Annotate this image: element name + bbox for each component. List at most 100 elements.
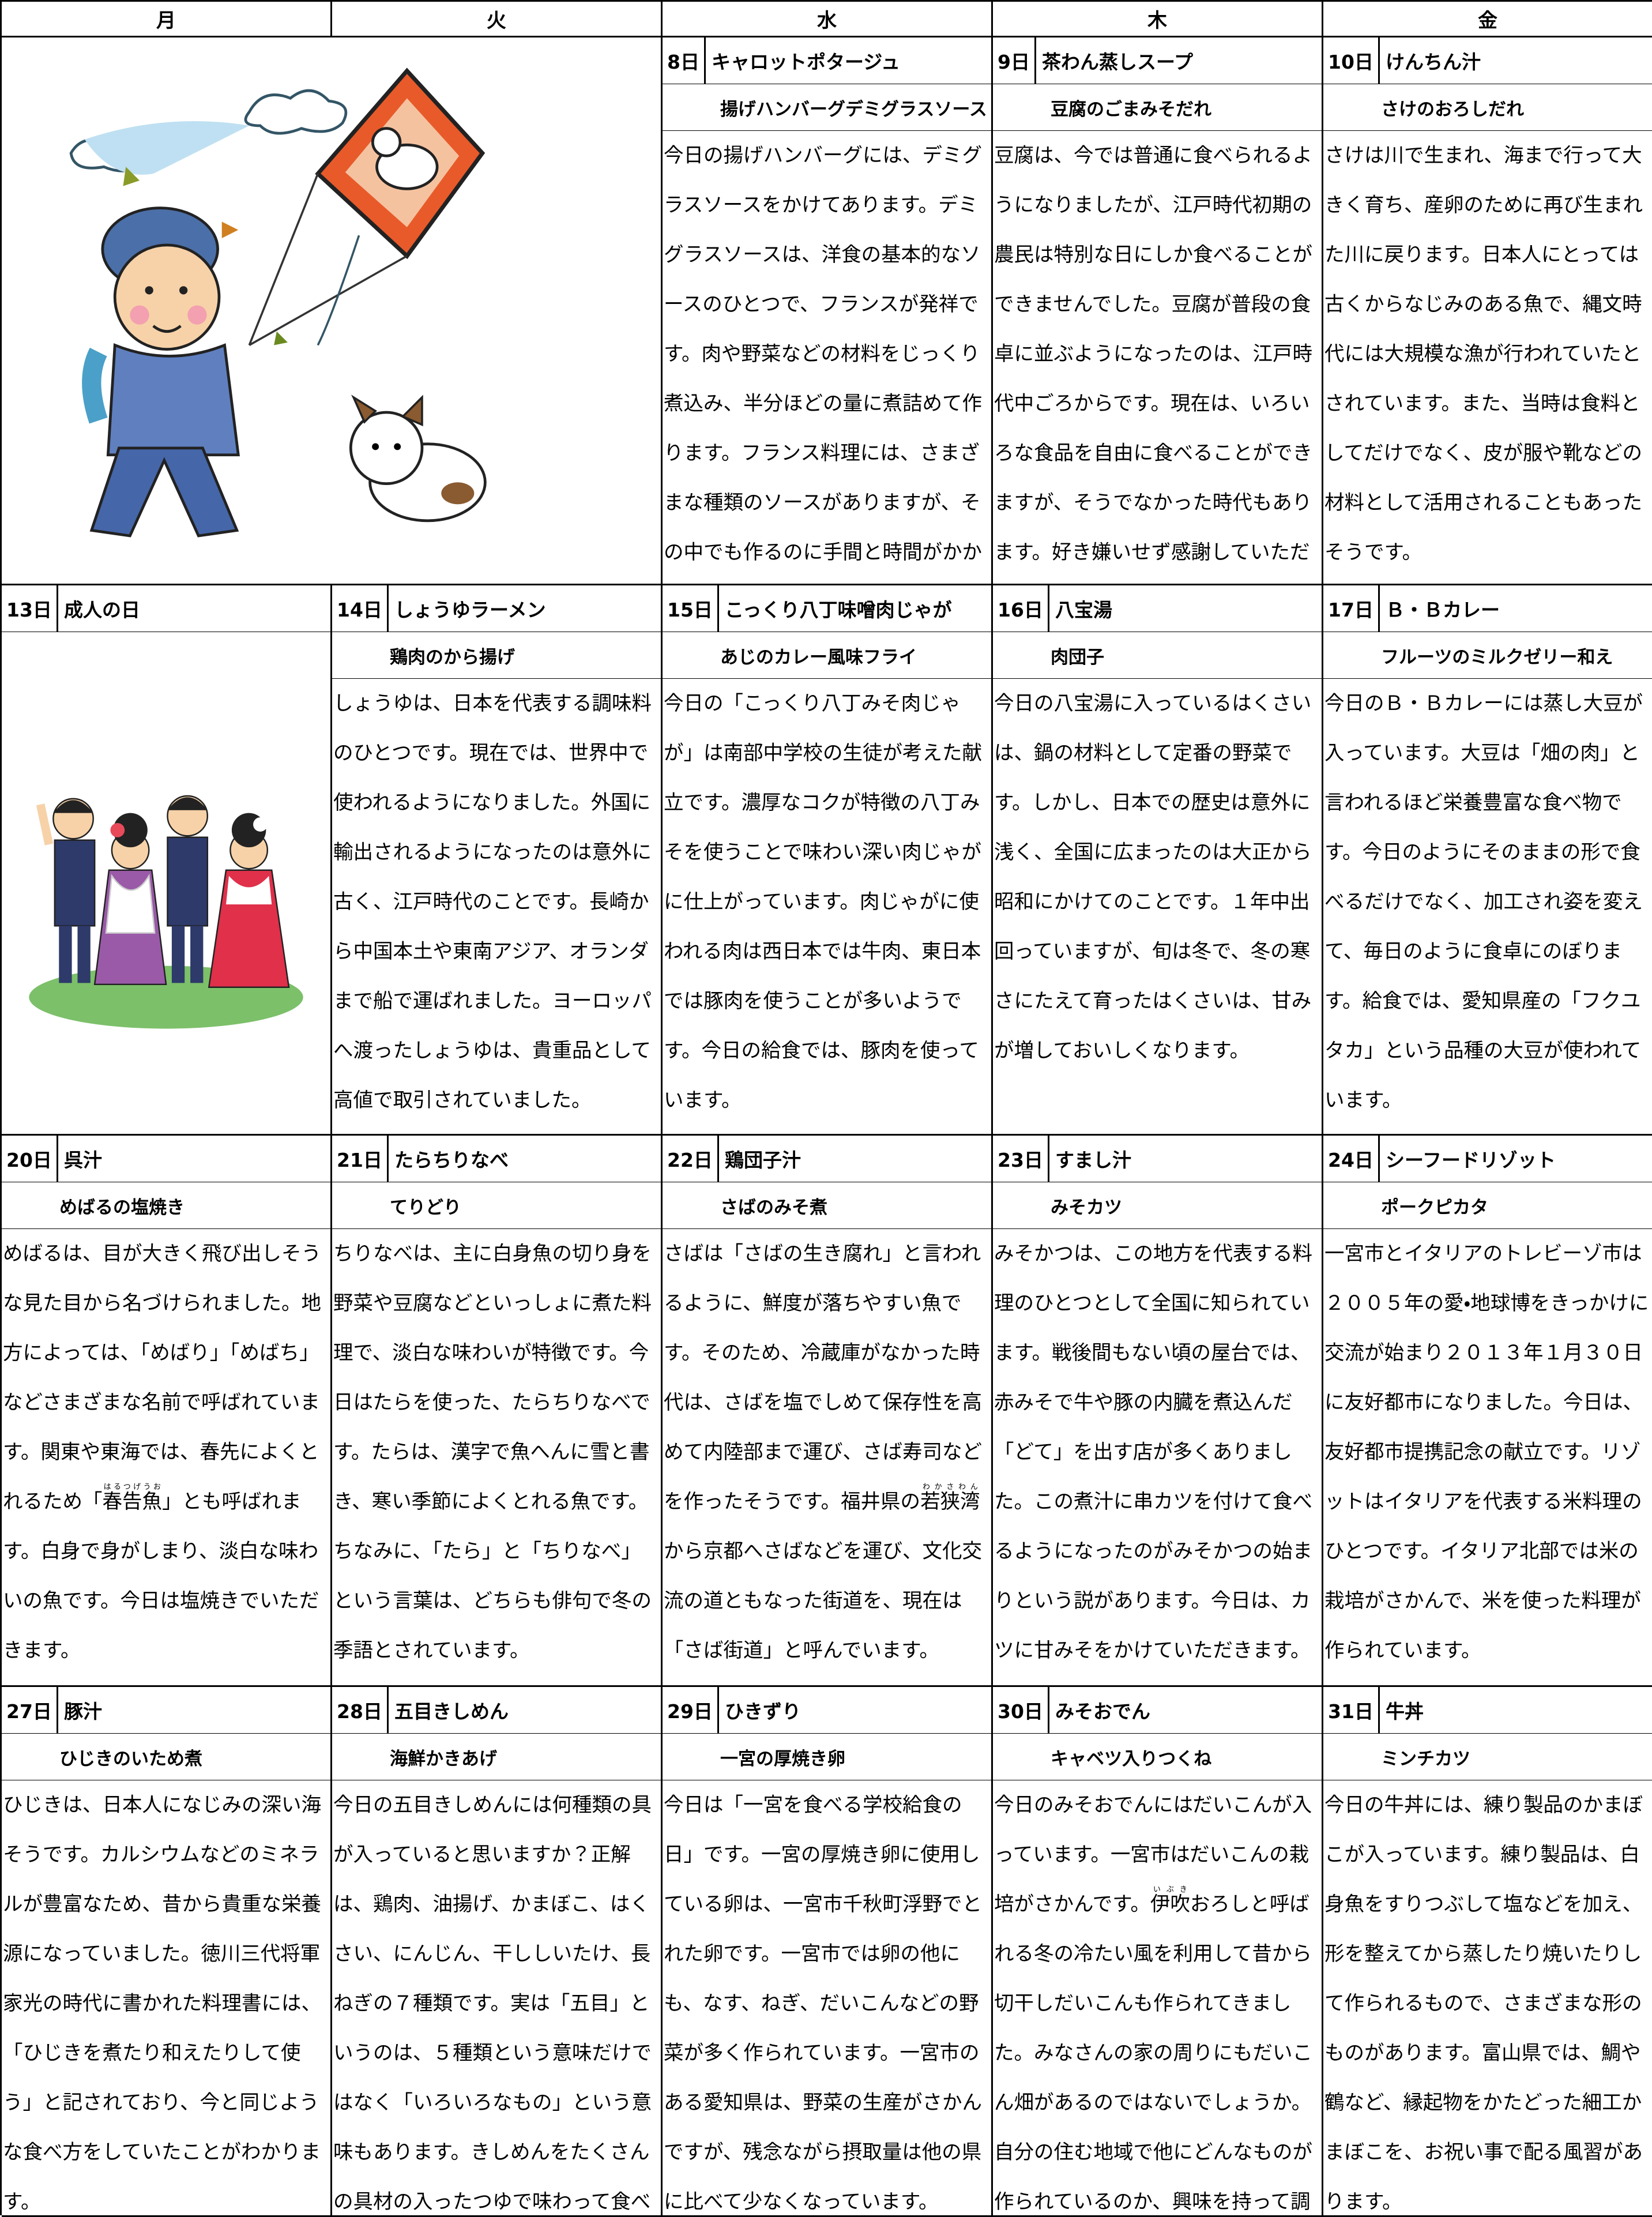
side-dish: フルーツのミルクゼリー和え xyxy=(1323,632,1652,679)
main-dish: 豚汁 xyxy=(63,1700,102,1723)
side-dish: 揚げハンバーグデミグラスソース xyxy=(663,84,991,131)
text: しょうゆは、日本を代表する調味料のひとつです。現在では、世界中で使われるようにな… xyxy=(333,692,652,1112)
day-heading: 22日 鶏団子汁 xyxy=(663,1136,991,1182)
day-cell: 29日 ひきずり 一宮の厚焼き卵今日は「一宮を食べる学校給食の日」です。一宮の厚焼き… xyxy=(663,1687,993,2217)
main-dish: 呉汁 xyxy=(63,1149,102,1171)
side-dish: 鶏肉のから揚げ xyxy=(332,632,661,679)
description: ちりなべは、主に白身魚の切り身を野菜や豆腐などといっしょに煮た料理で、淡白な味わ… xyxy=(332,1229,661,1675)
description: 今日の揚げハンバーグには、デミグラスソースをかけてあります。デミグラスソースは、… xyxy=(663,131,991,584)
main-dish: ひきずり xyxy=(724,1700,801,1723)
description: さばは「さばの生き腐れ」と言われるように、鮮度が落ちやすい魚です。そのため、冷蔵… xyxy=(663,1229,991,1675)
date: 21日 xyxy=(332,1136,389,1182)
side-dish: 肉団子 xyxy=(993,632,1322,679)
text: 一宮市とイタリアのトレビーゾ市は２００５年の愛・地球博をきっかけに交流が始まり２… xyxy=(1324,1242,1649,1662)
ruby-base: 伊吹 xyxy=(1150,1893,1190,1916)
text: 今日は「一宮を食べる学校給食の日」です。一宮の厚焼き卵に使用している卵は、一宮市… xyxy=(664,1794,982,2214)
day-cell: 9日 茶わん蒸しスープ 豆腐のごまみそだれ 豆腐は、今では普通に食べられるようになりま… xyxy=(993,37,1323,585)
description: ひじきは、日本人になじみの深い海そうです。カルシウムなどのミネラルが豊富なため、… xyxy=(2,1780,330,2215)
day-heading: 23日 すまし汁 xyxy=(993,1136,1322,1182)
text: ひじきは、日本人になじみの深い海そうです。カルシウムなどのミネラルが豊富なため、… xyxy=(3,1794,321,2214)
ruby-word: 春告魚はるつげうお xyxy=(103,1483,163,1513)
date: 17日 xyxy=(1323,585,1380,632)
day-cell: 27日 豚汁 ひじきのいため煮 ひじきは、日本人になじみの深い海そうです。カルシウムな… xyxy=(2,1687,332,2217)
main-dish: キャロットポタージュ xyxy=(711,51,900,73)
text: 今日の牛丼には、練り製品のかまぼこが入っています。練り製品は、白身魚をすりつぶし… xyxy=(1324,1794,1643,2214)
weekday-header: 金 xyxy=(1323,2,1652,37)
date: 15日 xyxy=(663,585,719,632)
side-dish: ポークピカタ xyxy=(1323,1182,1652,1229)
day-heading: 15日 こっくり八丁味噌肉じゃが xyxy=(663,585,991,632)
day-cell: 20日 呉汁 めばるの塩焼き めばるは、目が大きく飛び出しそうな見た目から名づけられま… xyxy=(2,1136,332,1687)
description: 今日の五目きしめんには何種類の具が入っていると思いますか？正解は、鶏肉、油揚げ、… xyxy=(332,1780,661,2215)
text: 」とも呼ばれます。白身で身がしまり、淡白な味わいの魚です。今日は塩焼きでいただき… xyxy=(3,1490,319,1662)
day-heading: 13日 成人の日 xyxy=(2,585,330,632)
day-cell: 23日 すまし汁 みそカツ みそかつは、この地方を代表する料理のひとつとして全国に知ら… xyxy=(993,1136,1323,1687)
day-cell: 8日 キャロットポタージュ 揚げハンバーグデミグラスソース今日の揚げハンバーグには、… xyxy=(663,37,993,585)
day-heading: 16日 八宝湯 xyxy=(993,585,1322,632)
text: から京都へさばなどを運び、文化交流の道ともなった街道を、現在は「さば街道」と呼ん… xyxy=(664,1540,982,1662)
illustration-cell xyxy=(2,37,663,585)
date: 22日 xyxy=(663,1136,719,1182)
illustration xyxy=(2,632,330,1134)
text: 今日の五目きしめんには何種類の具が入っていると思いますか？正解は、鶏肉、油揚げ、… xyxy=(333,1794,652,2214)
description: 豆腐は、今では普通に食べられるようになりましたが、江戸時代初期の農民は特別な日に… xyxy=(993,131,1322,584)
day-heading: 28日 五目きしめん xyxy=(332,1687,661,1734)
main-dish: みそおでん xyxy=(1055,1700,1150,1723)
description: 今日は「一宮を食べる学校給食の日」です。一宮の厚焼き卵に使用している卵は、一宮市… xyxy=(663,1780,991,2215)
description: めばるは、目が大きく飛び出しそうな見た目から名づけられました。地方によっては、「… xyxy=(2,1229,330,1675)
main-dish: しょうゆラーメン xyxy=(394,599,546,621)
text: 豆腐は、今では普通に食べられるようになりましたが、江戸時代初期の農民は特別な日に… xyxy=(994,144,1312,564)
day-heading: 29日 ひきずり xyxy=(663,1687,991,1734)
side-dish: 一宮の厚焼き卵 xyxy=(663,1734,991,1780)
main-dish: 茶わん蒸しスープ xyxy=(1041,51,1193,73)
day-heading: 8日 キャロットポタージュ xyxy=(663,37,991,84)
day-cell: 21日 たらちりなべ てりどり ちりなべは、主に白身魚の切り身を野菜や豆腐などといっし… xyxy=(332,1136,663,1687)
main-dish: すまし汁 xyxy=(1055,1149,1131,1171)
day-heading: 20日 呉汁 xyxy=(2,1136,330,1182)
side-dish: ひじきのいため煮 xyxy=(2,1734,330,1780)
ruby-reading: わかさわん xyxy=(920,1483,980,1491)
woman-1 xyxy=(93,813,167,986)
description: しょうゆは、日本を代表する調味料のひとつです。現在では、世界中で使われるようにな… xyxy=(332,679,661,1125)
date: 30日 xyxy=(993,1687,1049,1733)
ruby-reading: いぶき xyxy=(1150,1885,1190,1894)
day-cell: 10日 けんちん汁 さけのおろしだれ さけは川で生まれ、海まで行って大きく育ち、産卵の… xyxy=(1323,37,1652,585)
side-dish: あじのカレー風味フライ xyxy=(663,632,991,679)
day-cell: 31日 牛丼 ミンチカツ 今日の牛丼には、練り製品のかまぼこが入っています。練り製品は… xyxy=(1323,1687,1652,2217)
day-cell: 17日 Ｂ・Ｂカレー フルーツのミルクゼリー和え 今日のＢ・Ｂカレーには蒸し大豆が入っ… xyxy=(1323,585,1652,1136)
text: 今日の「こっくり八丁みそ肉じゃが」は南部中学校の生徒が考えた献立です。濃厚なコク… xyxy=(664,692,982,1112)
day-cell: 28日 五目きしめん 海鮮かきあげ今日の五目きしめんには何種類の具が入っていると思い… xyxy=(332,1687,663,2217)
ruby-reading: はるつげうお xyxy=(102,1483,162,1491)
text: 今日の揚げハンバーグには、デミグラスソースをかけてあります。デミグラスソースは、… xyxy=(664,144,982,564)
weekday-header: 月 xyxy=(2,2,332,37)
ruby-word: 伊吹いぶき xyxy=(1150,1886,1190,1916)
text: おろしと呼ばれる冬の冷たい風を利用して昔から切干しだいこんも作られてきました。み… xyxy=(994,1893,1312,2214)
date: 10日 xyxy=(1323,37,1380,84)
day-cell: 30日 みそおでん キャベツ入りつくね 今日のみそおでんにはだいこんが入っています。一… xyxy=(993,1687,1323,2217)
date: 16日 xyxy=(993,585,1049,632)
ceremony-illustration xyxy=(29,795,303,1029)
day-cell: 15日 こっくり八丁味噌肉じゃが あじのカレー風味フライ今日の「こっくり八丁みそ肉じ… xyxy=(663,585,993,1136)
text: 今日のみそおでんにはだいこんが入っています。一宮市はだいこんの栽培がさかんです。 xyxy=(994,1794,1312,1916)
description: 今日の「こっくり八丁みそ肉じゃが」は南部中学校の生徒が考えた献立です。濃厚なコク… xyxy=(663,679,991,1125)
main-dish: 鶏団子汁 xyxy=(724,1149,801,1171)
text: さけは川で生まれ、海まで行って大きく育ち、産卵のために再び生まれた川に戻ります。… xyxy=(1324,144,1643,564)
day-cell: 14日 しょうゆラーメン 鶏肉のから揚げ しょうゆは、日本を代表する調味料のひとつです… xyxy=(332,585,663,1136)
day-heading: 9日 茶わん蒸しスープ xyxy=(993,37,1322,84)
main-dish: けんちん汁 xyxy=(1385,51,1481,73)
text: さばは「さばの生き腐れ」と言われるように、鮮度が落ちやすい魚です。そのため、冷蔵… xyxy=(664,1242,982,1513)
weekday-header: 水 xyxy=(663,2,993,37)
description: さけは川で生まれ、海まで行って大きく育ち、産卵のために再び生まれた川に戻ります。… xyxy=(1323,131,1652,577)
side-dish: ミンチカツ xyxy=(1323,1734,1652,1780)
side-dish: 海鮮かきあげ xyxy=(332,1734,661,1780)
day-heading: 21日 たらちりなべ xyxy=(332,1136,661,1182)
ruby-base: 若狭湾 xyxy=(920,1490,980,1513)
date: 31日 xyxy=(1323,1687,1380,1733)
day-heading: 24日 シーフードリゾット xyxy=(1323,1136,1652,1182)
woman-2 xyxy=(208,813,290,988)
text: 今日のＢ・Ｂカレーには蒸し大豆が入っています。大豆は「畑の肉」と言われるほど栄養… xyxy=(1324,692,1643,1112)
main-dish: たらちりなべ xyxy=(394,1149,509,1171)
